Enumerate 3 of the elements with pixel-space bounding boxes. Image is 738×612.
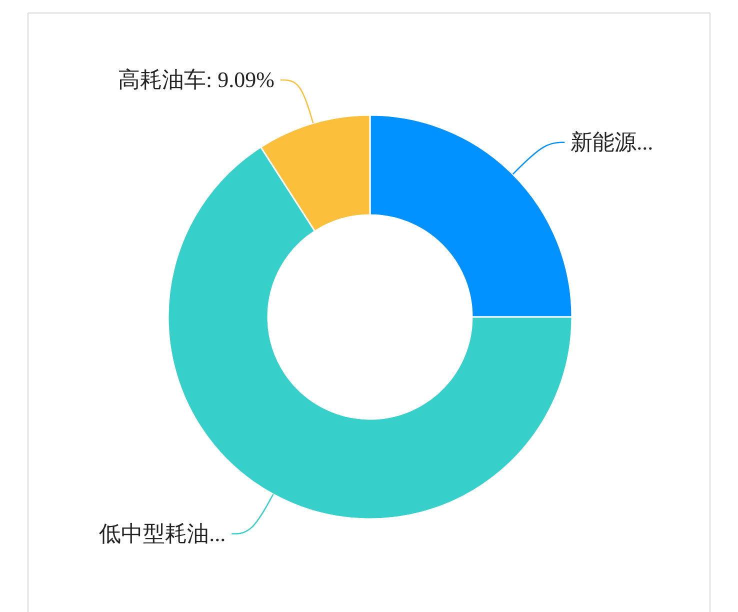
slice-label: 高耗油车: 9.09%	[118, 67, 274, 92]
slice-label: 低中型耗油...	[99, 520, 226, 546]
slice-label: 新能源...	[570, 129, 654, 154]
